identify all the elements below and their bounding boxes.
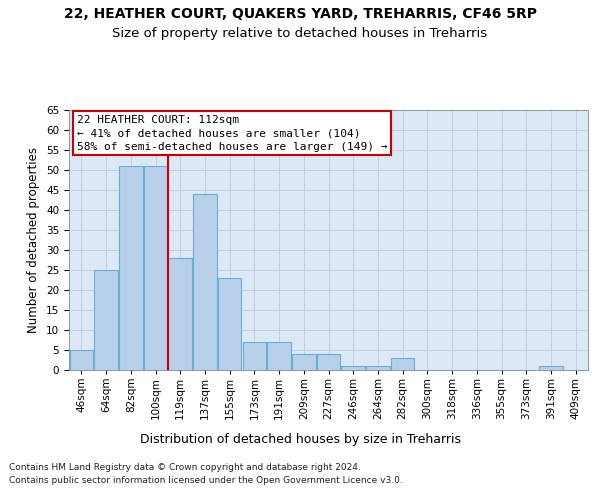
Bar	[94, 270, 118, 370]
Text: Contains public sector information licensed under the Open Government Licence v3: Contains public sector information licen…	[9, 476, 403, 485]
Bar	[242, 342, 266, 370]
Bar	[366, 366, 389, 370]
Text: Contains HM Land Registry data © Crown copyright and database right 2024.: Contains HM Land Registry data © Crown c…	[9, 462, 361, 471]
Bar	[119, 166, 143, 370]
Text: 22 HEATHER COURT: 112sqm
← 41% of detached houses are smaller (104)
58% of semi-: 22 HEATHER COURT: 112sqm ← 41% of detach…	[77, 115, 387, 152]
Bar	[70, 350, 93, 370]
Bar	[317, 354, 340, 370]
Bar	[169, 258, 192, 370]
Bar	[144, 166, 167, 370]
Bar	[341, 366, 365, 370]
Bar	[391, 358, 415, 370]
Text: Size of property relative to detached houses in Treharris: Size of property relative to detached ho…	[112, 28, 488, 40]
Text: Distribution of detached houses by size in Treharris: Distribution of detached houses by size …	[139, 432, 461, 446]
Bar	[268, 342, 291, 370]
Text: 22, HEATHER COURT, QUAKERS YARD, TREHARRIS, CF46 5RP: 22, HEATHER COURT, QUAKERS YARD, TREHARR…	[64, 8, 536, 22]
Bar	[218, 278, 241, 370]
Bar	[292, 354, 316, 370]
Bar	[539, 366, 563, 370]
Y-axis label: Number of detached properties: Number of detached properties	[28, 147, 40, 333]
Bar	[193, 194, 217, 370]
